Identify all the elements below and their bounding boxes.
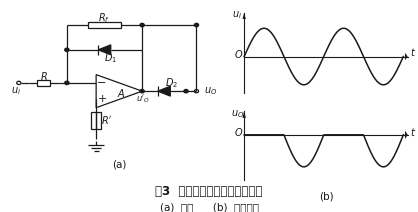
Polygon shape: [242, 13, 246, 19]
Text: (a): (a): [112, 160, 126, 170]
Bar: [37, 80, 51, 86]
Circle shape: [65, 81, 69, 85]
Polygon shape: [405, 53, 408, 60]
Circle shape: [194, 23, 199, 27]
Text: (a)  电路      (b)  波形分析: (a) 电路 (b) 波形分析: [160, 202, 258, 212]
Circle shape: [140, 23, 144, 27]
Text: $D_2$: $D_2$: [165, 76, 178, 90]
Text: −: −: [97, 78, 107, 88]
Text: $u_i$: $u_i$: [11, 85, 20, 97]
Text: $D_1$: $D_1$: [104, 51, 117, 65]
Text: $u'_O$: $u'_O$: [136, 92, 150, 105]
Text: +: +: [97, 94, 107, 105]
Text: (b): (b): [319, 191, 333, 201]
Polygon shape: [98, 45, 111, 55]
Bar: [92, 112, 101, 129]
Text: $R$: $R$: [40, 70, 48, 82]
Text: 图3  半波粿密整流电路及其波形: 图3 半波粿密整流电路及其波形: [155, 185, 263, 198]
Circle shape: [65, 48, 69, 52]
Polygon shape: [158, 86, 171, 96]
Text: $u_O$: $u_O$: [204, 85, 217, 97]
Circle shape: [184, 89, 188, 93]
Text: $O$: $O$: [234, 126, 243, 138]
Text: A: A: [118, 89, 125, 99]
Circle shape: [140, 89, 144, 93]
Bar: [88, 22, 121, 28]
Text: $t$: $t$: [410, 126, 416, 138]
Text: $R_f$: $R_f$: [99, 11, 110, 25]
Text: $u_i$: $u_i$: [232, 10, 242, 21]
Text: $R'$: $R'$: [101, 114, 113, 126]
Polygon shape: [242, 111, 246, 118]
Polygon shape: [405, 131, 408, 139]
Text: $u_O$: $u_O$: [231, 108, 244, 120]
Text: $t$: $t$: [410, 46, 416, 58]
Text: $O$: $O$: [234, 48, 243, 60]
